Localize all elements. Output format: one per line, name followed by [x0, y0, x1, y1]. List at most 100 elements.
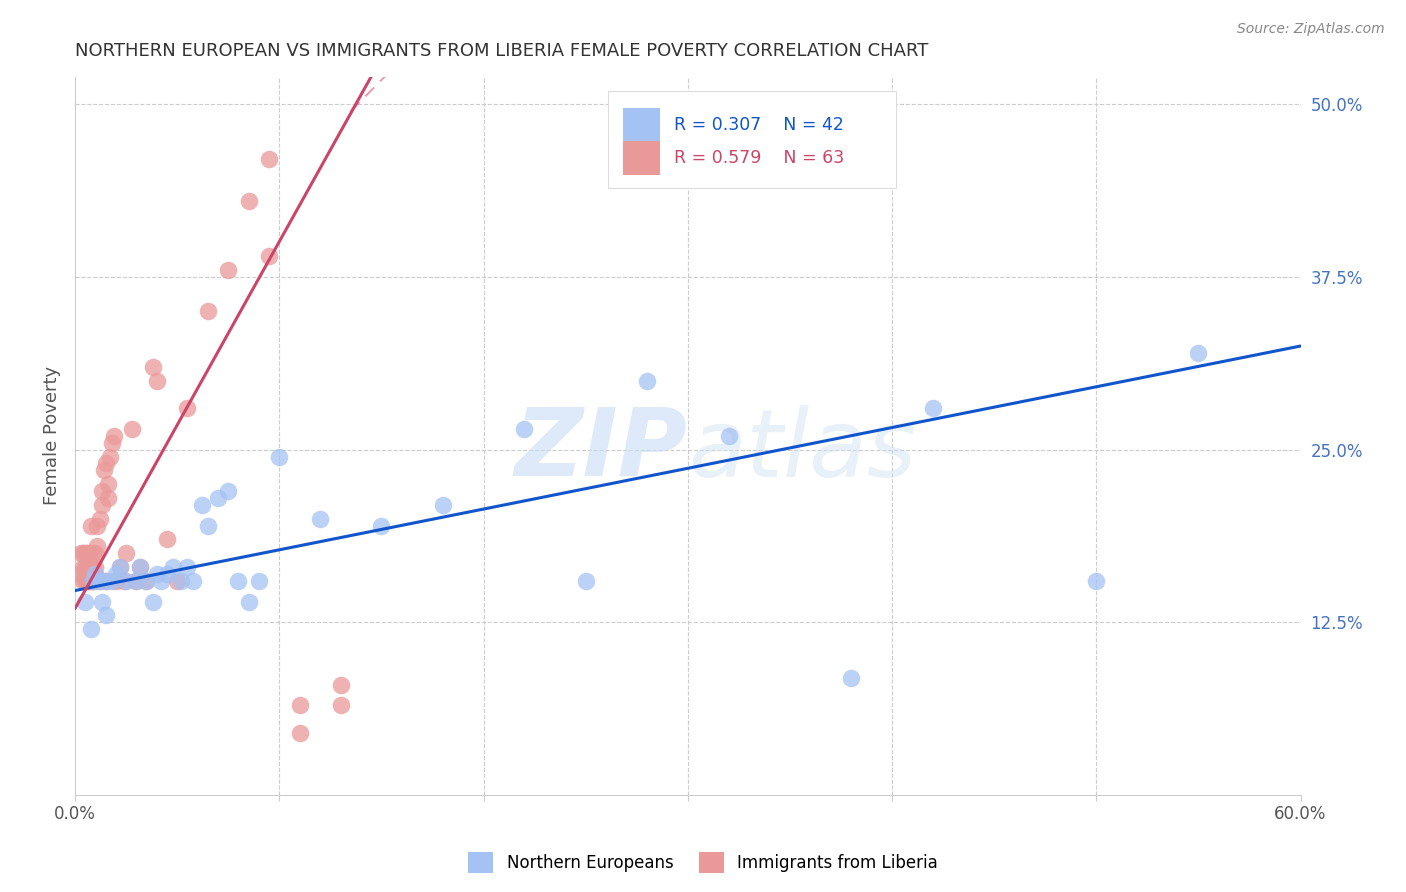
Point	[86, 540, 108, 554]
Point	[176, 401, 198, 416]
Point	[82, 574, 104, 588]
Point	[115, 546, 138, 560]
Point	[76, 560, 98, 574]
Point	[162, 560, 184, 574]
Point	[108, 560, 131, 574]
Text: NORTHERN EUROPEAN VS IMMIGRANTS FROM LIBERIA FEMALE POVERTY CORRELATION CHART: NORTHERN EUROPEAN VS IMMIGRANTS FROM LIB…	[75, 42, 928, 60]
Point	[84, 566, 107, 581]
Point	[1187, 346, 1209, 360]
Point	[84, 560, 107, 574]
Point	[129, 560, 152, 574]
Point	[717, 429, 740, 443]
Point	[197, 304, 219, 318]
Point	[103, 429, 125, 443]
Point	[257, 153, 280, 167]
Point	[82, 574, 104, 588]
Point	[98, 450, 121, 464]
Point	[129, 560, 152, 574]
Point	[575, 574, 598, 588]
Point	[76, 574, 98, 588]
Point	[75, 560, 97, 574]
Point	[257, 249, 280, 263]
Point	[142, 594, 165, 608]
Point	[309, 512, 332, 526]
Point	[76, 546, 98, 560]
Text: Source: ZipAtlas.com: Source: ZipAtlas.com	[1237, 22, 1385, 37]
Y-axis label: Female Poverty: Female Poverty	[44, 367, 60, 506]
Point	[145, 374, 167, 388]
Text: atlas: atlas	[688, 405, 917, 496]
Point	[80, 574, 103, 588]
Point	[217, 484, 239, 499]
Point	[94, 608, 117, 623]
Point	[89, 574, 111, 588]
Point	[80, 566, 103, 581]
Point	[90, 594, 112, 608]
Point	[80, 518, 103, 533]
Point	[82, 560, 104, 574]
Point	[921, 401, 943, 416]
Point	[135, 574, 157, 588]
Point	[513, 422, 536, 436]
Point	[90, 498, 112, 512]
Point	[149, 574, 172, 588]
Point	[89, 574, 111, 588]
Point	[84, 546, 107, 560]
Point	[247, 574, 270, 588]
Point	[1085, 574, 1108, 588]
Point	[125, 574, 148, 588]
Point	[72, 546, 94, 560]
Point	[238, 194, 260, 208]
Point	[75, 574, 97, 588]
Point	[636, 374, 658, 388]
Point	[125, 574, 148, 588]
Legend: Northern Europeans, Immigrants from Liberia: Northern Europeans, Immigrants from Libe…	[461, 846, 945, 880]
Point	[288, 698, 311, 713]
Point	[100, 574, 122, 588]
Point	[269, 450, 291, 464]
Point	[79, 566, 101, 581]
Point	[79, 574, 101, 588]
Point	[93, 463, 115, 477]
Bar	[623, 141, 659, 175]
Point	[89, 512, 111, 526]
Point	[115, 574, 138, 588]
Point	[80, 560, 103, 574]
Point	[79, 560, 101, 574]
Point	[112, 574, 135, 588]
Point	[104, 566, 127, 581]
Point	[72, 560, 94, 574]
Point	[79, 546, 101, 560]
Point	[70, 566, 93, 581]
Point	[228, 574, 250, 588]
Point	[217, 263, 239, 277]
Point	[156, 533, 179, 547]
Bar	[623, 108, 659, 143]
Point	[94, 457, 117, 471]
Point	[329, 698, 352, 713]
Point	[84, 574, 107, 588]
Point	[94, 574, 117, 588]
Point	[238, 594, 260, 608]
Point	[108, 560, 131, 574]
FancyBboxPatch shape	[609, 91, 896, 188]
Point	[121, 422, 143, 436]
Text: ZIP: ZIP	[515, 404, 688, 496]
Point	[90, 484, 112, 499]
Point	[170, 574, 193, 588]
Point	[70, 546, 93, 560]
Point	[166, 574, 188, 588]
Point	[97, 491, 120, 505]
Point	[75, 566, 97, 581]
Text: R = 0.579    N = 63: R = 0.579 N = 63	[675, 149, 845, 167]
Point	[329, 677, 352, 691]
Point	[104, 574, 127, 588]
Point	[80, 622, 103, 636]
Point	[176, 560, 198, 574]
Point	[142, 359, 165, 374]
Point	[72, 574, 94, 588]
Point	[145, 566, 167, 581]
Point	[207, 491, 229, 505]
Point	[197, 518, 219, 533]
Text: R = 0.307    N = 42: R = 0.307 N = 42	[675, 117, 844, 135]
